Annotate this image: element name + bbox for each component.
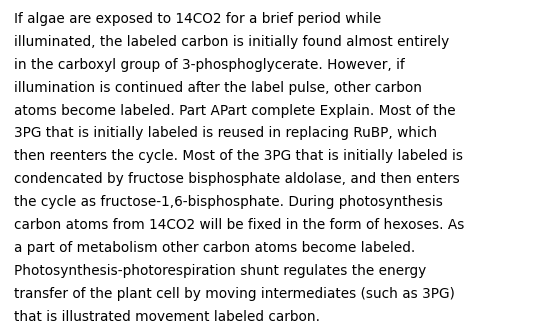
Text: Photosynthesis-photorespiration shunt regulates the energy: Photosynthesis-photorespiration shunt re… [14,264,426,278]
Text: carbon atoms from 14CO2 will be fixed in the form of hexoses. As: carbon atoms from 14CO2 will be fixed in… [14,218,464,232]
Text: the cycle as fructose-1,6-bisphosphate. During photosynthesis: the cycle as fructose-1,6-bisphosphate. … [14,195,443,209]
Text: illuminated, the labeled carbon is initially found almost entirely: illuminated, the labeled carbon is initi… [14,35,449,49]
Text: 3PG that is initially labeled is reused in replacing RuBP, which: 3PG that is initially labeled is reused … [14,127,437,140]
Text: that is illustrated movement labeled carbon.: that is illustrated movement labeled car… [14,310,320,324]
Text: a part of metabolism other carbon atoms become labeled.: a part of metabolism other carbon atoms … [14,241,415,255]
Text: atoms become labeled. Part APart complete Explain. Most of the: atoms become labeled. Part APart complet… [14,104,455,118]
Text: then reenters the cycle. Most of the 3PG that is initially labeled is: then reenters the cycle. Most of the 3PG… [14,149,463,163]
Text: condencated by fructose bisphosphate aldolase, and then enters: condencated by fructose bisphosphate ald… [14,173,460,186]
Text: illumination is continued after the label pulse, other carbon: illumination is continued after the labe… [14,81,422,94]
Text: in the carboxyl group of 3-phosphoglycerate. However, if: in the carboxyl group of 3-phosphoglycer… [14,58,405,72]
Text: transfer of the plant cell by moving intermediates (such as 3PG): transfer of the plant cell by moving int… [14,287,455,301]
Text: If algae are exposed to 14CO2 for a brief period while: If algae are exposed to 14CO2 for a brie… [14,12,381,26]
